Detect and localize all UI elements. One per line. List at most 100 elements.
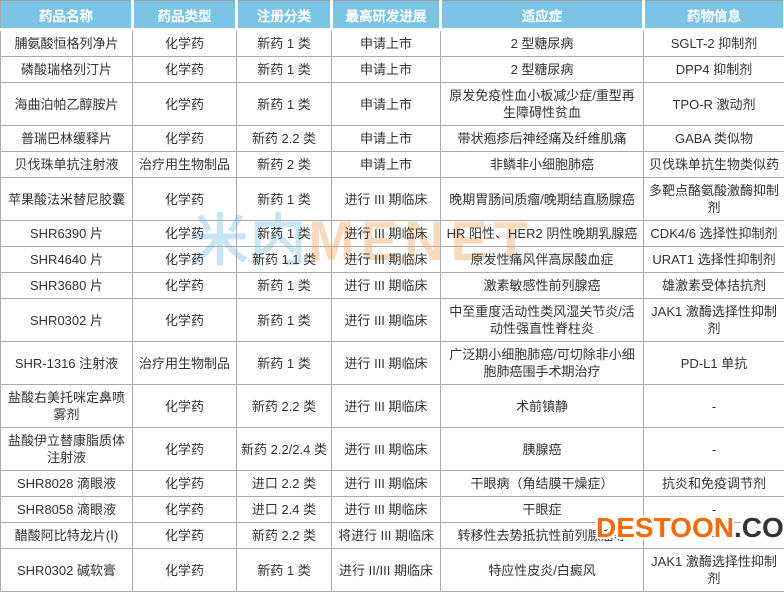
table-cell: 进行 III 期临床 bbox=[332, 471, 441, 497]
table-cell: 申请上市 bbox=[332, 57, 441, 83]
table-cell: SHR0302 片 bbox=[1, 299, 133, 342]
table-cell: 非鳞非小细胞肺癌 bbox=[441, 152, 644, 178]
table-cell: 进行 III 期临床 bbox=[332, 385, 441, 428]
table-cell: 新药 1 类 bbox=[237, 273, 332, 299]
table-cell: - bbox=[644, 428, 784, 471]
column-header-4: 适应症 bbox=[441, 1, 644, 30]
table-cell: 化学药 bbox=[133, 126, 237, 152]
table-cell: 干眼症 bbox=[441, 497, 644, 523]
table-row: SHR8058 滴眼液化学药进口 2.4 类进行 III 期临床干眼症- bbox=[1, 497, 784, 523]
table-cell: 进行 III 期临床 bbox=[332, 221, 441, 247]
table-cell: 多靶点酪氨酸激酶抑制剂 bbox=[644, 178, 784, 221]
table-cell: 贝伐珠单抗注射液 bbox=[1, 152, 133, 178]
table-cell: 新药 1 类 bbox=[237, 57, 332, 83]
table-cell: 新药 1.1 类 bbox=[237, 247, 332, 273]
table-cell: 新药 1 类 bbox=[237, 342, 332, 385]
table-cell: 化学药 bbox=[133, 428, 237, 471]
table-cell: 盐酸右美托咪定鼻喷雾剂 bbox=[1, 385, 133, 428]
table-cell: HR 阳性、HER2 阴性晚期乳腺癌 bbox=[441, 221, 644, 247]
table-cell: 带状疱疹后神经痛及纤维肌痛 bbox=[441, 126, 644, 152]
table-cell: 转移性去势抵抗性前列腺癌等 bbox=[441, 523, 644, 549]
table-row: 海曲泊帕乙醇胺片化学药新药 1 类申请上市原发免疫性血小板减少症/重型再生障碍性… bbox=[1, 83, 784, 126]
table-cell: 化学药 bbox=[133, 273, 237, 299]
table-cell: PD-L1 单抗 bbox=[644, 342, 784, 385]
table-cell: - bbox=[644, 497, 784, 523]
column-header-1: 药品类型 bbox=[133, 1, 237, 30]
table-cell: 盐酸伊立替康脂质体注射液 bbox=[1, 428, 133, 471]
table-header: 药品名称药品类型注册分类最高研发进展适应症药物信息 bbox=[1, 1, 784, 30]
table-cell: 申请上市 bbox=[332, 126, 441, 152]
table-cell: 将进行 III 期临床 bbox=[332, 523, 441, 549]
table-cell: 新药 1 类 bbox=[237, 299, 332, 342]
table-cell: 新药 1 类 bbox=[237, 178, 332, 221]
table-cell: 治疗用生物制品 bbox=[133, 342, 237, 385]
table-cell: - bbox=[644, 523, 784, 549]
table-cell: 化学药 bbox=[133, 57, 237, 83]
table-cell: 晚期胃肠间质瘤/晚期结直肠腺癌 bbox=[441, 178, 644, 221]
table-cell: 新药 1 类 bbox=[237, 83, 332, 126]
table-row: SHR4640 片化学药新药 1.1 类进行 III 期临床原发性痛风伴高尿酸血… bbox=[1, 247, 784, 273]
table-cell: 新药 1 类 bbox=[237, 30, 332, 57]
table-cell: 进行 III 期临床 bbox=[332, 342, 441, 385]
table-cell: TPO-R 激动剂 bbox=[644, 83, 784, 126]
table-row: SHR-1316 注射液治疗用生物制品新药 1 类进行 III 期临床广泛期小细… bbox=[1, 342, 784, 385]
table-cell: 磷酸瑞格列汀片 bbox=[1, 57, 133, 83]
table-cell: 海曲泊帕乙醇胺片 bbox=[1, 83, 133, 126]
table-cell: 化学药 bbox=[133, 523, 237, 549]
table-cell: 化学药 bbox=[133, 221, 237, 247]
table-cell: 化学药 bbox=[133, 83, 237, 126]
table-cell: 抗炎和免疫调节剂 bbox=[644, 471, 784, 497]
page-root: { "colors": { "header_background": "#7CC… bbox=[0, 0, 784, 549]
table-cell: 新药 1 类 bbox=[237, 549, 332, 592]
table-cell: 进行 III 期临床 bbox=[332, 428, 441, 471]
column-header-5: 药物信息 bbox=[644, 1, 784, 30]
column-header-0: 药品名称 bbox=[1, 1, 133, 30]
table-cell: 原发免疫性血小板减少症/重型再生障碍性贫血 bbox=[441, 83, 644, 126]
table-cell: 普瑞巴林缓释片 bbox=[1, 126, 133, 152]
table-cell: 化学药 bbox=[133, 549, 237, 592]
table-cell: CDK4/6 选择性抑制剂 bbox=[644, 221, 784, 247]
table-cell: SHR-1316 注射液 bbox=[1, 342, 133, 385]
table-cell: 中至重度活动性类风湿关节炎/活动性强直性脊柱炎 bbox=[441, 299, 644, 342]
table-cell: SHR3680 片 bbox=[1, 273, 133, 299]
table-cell: 雄激素受体拮抗剂 bbox=[644, 273, 784, 299]
table-cell: SHR4640 片 bbox=[1, 247, 133, 273]
table-cell: 苹果酸法米替尼胶囊 bbox=[1, 178, 133, 221]
table-cell: - bbox=[644, 385, 784, 428]
table-cell: 新药 2.2 类 bbox=[237, 126, 332, 152]
table-row: SHR3680 片化学药新药 1 类进行 III 期临床激素敏感性前列腺癌雄激素… bbox=[1, 273, 784, 299]
table-cell: 进口 2.4 类 bbox=[237, 497, 332, 523]
table-cell: GABA 类似物 bbox=[644, 126, 784, 152]
table-cell: 化学药 bbox=[133, 30, 237, 57]
table-row: 盐酸右美托咪定鼻喷雾剂化学药新药 2.2 类进行 III 期临床术前镇静- bbox=[1, 385, 784, 428]
table-cell: 新药 2.2 类 bbox=[237, 523, 332, 549]
table-cell: 申请上市 bbox=[332, 83, 441, 126]
table-cell: 特应性皮炎/白癜风 bbox=[441, 549, 644, 592]
table-row: SHR8028 滴眼液化学药进口 2.2 类进行 III 期临床干眼病（角结膜干… bbox=[1, 471, 784, 497]
table-row: 盐酸伊立替康脂质体注射液化学药新药 2.2/2.4 类进行 III 期临床胰腺癌… bbox=[1, 428, 784, 471]
table-cell: DPP4 抑制剂 bbox=[644, 57, 784, 83]
table-cell: 化学药 bbox=[133, 299, 237, 342]
table-cell: 进行 III 期临床 bbox=[332, 497, 441, 523]
table-cell: 广泛期小细胞肺癌/可切除非小细胞肺癌围手术期治疗 bbox=[441, 342, 644, 385]
table-header-row: 药品名称药品类型注册分类最高研发进展适应症药物信息 bbox=[1, 1, 784, 30]
table-cell: 进行 III 期临床 bbox=[332, 299, 441, 342]
table-cell: 申请上市 bbox=[332, 152, 441, 178]
table-row: SHR0302 碱软膏化学药新药 1 类进行 II/III 期临床特应性皮炎/白… bbox=[1, 549, 784, 592]
table-cell: 化学药 bbox=[133, 178, 237, 221]
table-cell: 激素敏感性前列腺癌 bbox=[441, 273, 644, 299]
table-cell: 进行 II/III 期临床 bbox=[332, 549, 441, 592]
table-cell: 化学药 bbox=[133, 247, 237, 273]
table-cell: 新药 2.2/2.4 类 bbox=[237, 428, 332, 471]
table-cell: 进口 2.2 类 bbox=[237, 471, 332, 497]
table-cell: 治疗用生物制品 bbox=[133, 152, 237, 178]
table-cell: 进行 III 期临床 bbox=[332, 247, 441, 273]
table-cell: 术前镇静 bbox=[441, 385, 644, 428]
table-cell: 醋酸阿比特龙片(Ⅰ) bbox=[1, 523, 133, 549]
column-header-2: 注册分类 bbox=[237, 1, 332, 30]
